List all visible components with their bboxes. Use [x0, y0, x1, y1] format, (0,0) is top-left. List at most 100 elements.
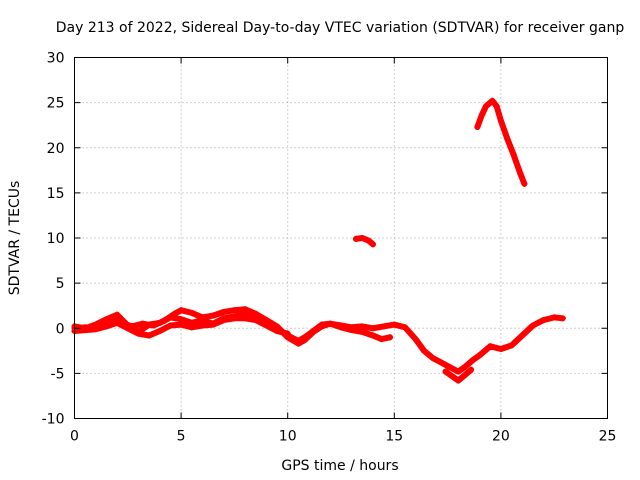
data-point: [252, 317, 259, 324]
data-point: [135, 330, 142, 337]
x-tick-label: 5: [177, 429, 186, 445]
data-point: [167, 314, 174, 321]
data-point: [517, 170, 524, 177]
data-point: [497, 346, 504, 353]
data-point: [478, 112, 485, 119]
y-tick-label: 0: [56, 321, 65, 337]
data-point: [210, 312, 217, 319]
data-point: [82, 327, 89, 334]
data-point: [146, 321, 153, 328]
x-tick-label: 10: [279, 429, 297, 445]
data-point: [551, 314, 558, 321]
data-series: [71, 97, 566, 384]
data-point: [310, 327, 317, 334]
data-point: [220, 309, 227, 316]
data-point: [476, 352, 483, 359]
data-point: [387, 334, 394, 341]
data-point: [359, 323, 366, 330]
x-axis-label: GPS time / hours: [281, 458, 398, 474]
y-tick-label: 5: [56, 276, 65, 292]
data-point: [199, 317, 206, 324]
y-tick-label: 20: [47, 141, 65, 157]
data-point: [231, 315, 238, 322]
data-point: [369, 332, 376, 339]
y-tick-label: 10: [47, 231, 65, 247]
data-point: [442, 368, 449, 375]
data-point: [412, 336, 419, 343]
data-point: [146, 332, 153, 339]
data-point: [167, 322, 174, 329]
data-point: [327, 320, 334, 327]
data-point: [263, 322, 270, 329]
data-point: [178, 307, 185, 314]
data-point: [369, 325, 376, 332]
grid: [74, 57, 608, 419]
x-tick-label: 15: [385, 429, 403, 445]
data-point: [446, 364, 453, 371]
x-tick-label: 25: [599, 429, 617, 445]
data-point: [103, 323, 110, 330]
data-point: [487, 343, 494, 350]
data-point: [274, 327, 281, 334]
data-point: [178, 321, 185, 328]
data-point: [156, 319, 163, 326]
data-point: [493, 103, 500, 110]
series-main-a: [71, 306, 566, 375]
data-point: [199, 322, 206, 329]
data-point: [508, 342, 515, 349]
data-point: [284, 330, 291, 337]
data-point: [438, 359, 445, 366]
data-point: [401, 324, 408, 331]
data-point: [359, 235, 366, 241]
data-point: [519, 332, 526, 339]
data-point: [540, 317, 547, 324]
data-point: [92, 326, 99, 333]
data-point: [497, 117, 504, 124]
data-point: [559, 315, 566, 322]
data-point: [482, 103, 489, 110]
data-point: [504, 135, 511, 142]
data-point: [365, 237, 372, 244]
data-point: [114, 311, 121, 318]
data-point: [242, 315, 249, 322]
x-tick-label: 0: [70, 429, 79, 445]
data-point: [178, 316, 185, 323]
data-point: [380, 323, 387, 330]
data-point: [114, 319, 121, 326]
data-point: [369, 241, 376, 248]
data-point: [220, 317, 227, 324]
data-point: [461, 372, 468, 379]
data-point: [529, 322, 536, 329]
data-point: [359, 328, 366, 335]
data-point: [156, 327, 163, 334]
data-point: [470, 356, 477, 363]
data-point: [489, 97, 496, 104]
y-tick-label: 15: [47, 186, 65, 202]
series-segment-19h: [474, 97, 528, 187]
data-point: [455, 368, 462, 375]
data-point: [468, 366, 475, 373]
data-point: [188, 309, 195, 316]
data-point: [474, 123, 481, 130]
data-point: [510, 151, 517, 158]
series-segment-13h: [352, 235, 376, 248]
data-point: [301, 334, 308, 341]
axis-ticks: 0 5 10 15 20 25 -10 -5 0 5 10 15 20 25 30: [42, 51, 617, 445]
data-point: [448, 373, 455, 380]
data-point: [455, 377, 462, 384]
data-point: [429, 355, 436, 362]
data-point: [231, 307, 238, 314]
data-point: [188, 324, 195, 331]
data-point: [378, 336, 385, 343]
plot-frame: [74, 57, 608, 419]
data-point: [210, 321, 217, 328]
y-tick-label: 25: [47, 96, 65, 112]
data-point: [295, 337, 302, 344]
data-point: [521, 180, 528, 187]
y-axis-label: SDTVAR / TECUs: [7, 181, 23, 296]
data-point: [338, 324, 344, 331]
data-point: [318, 321, 325, 328]
chart-title: Day 213 of 2022, Sidereal Day-to-day VTE…: [56, 20, 625, 36]
data-point: [103, 316, 110, 323]
